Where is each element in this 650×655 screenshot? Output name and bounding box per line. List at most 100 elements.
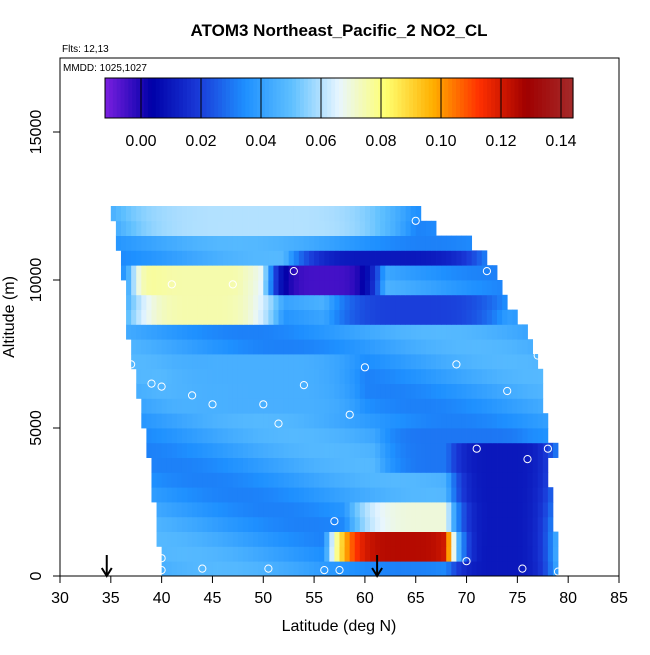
heatmap-cell (415, 442, 422, 458)
heatmap-cell (115, 206, 122, 222)
heatmap-cell (263, 442, 269, 458)
heatmap-cell (390, 531, 396, 547)
heatmap-cell (481, 309, 488, 325)
colorbar-segment (534, 78, 539, 118)
heatmap-cell (334, 250, 340, 266)
heatmap-cell (461, 309, 467, 325)
heatmap-cell (517, 472, 523, 488)
heatmap-cell (314, 324, 320, 340)
heatmap-cell (283, 220, 290, 236)
heatmap-cell (481, 265, 488, 281)
heatmap-cell (466, 472, 473, 488)
colorbar-segment (296, 78, 301, 118)
heatmap-cell (532, 531, 539, 547)
heatmap-cell (288, 368, 295, 384)
heatmap-cell (400, 265, 406, 281)
heatmap-cell (253, 546, 259, 562)
heatmap-cell (446, 502, 452, 518)
heatmap-cell (395, 398, 401, 414)
heatmap-cell (486, 309, 493, 325)
heatmap-cell (187, 250, 193, 266)
heatmap-cell (420, 294, 427, 310)
colorbar-segment (502, 78, 508, 118)
heatmap-cell (141, 324, 147, 340)
heatmap-cell (187, 442, 193, 458)
heatmap-cell (359, 265, 366, 281)
heatmap-cell (197, 398, 203, 414)
heatmap-cell (486, 531, 493, 547)
heatmap-cell (217, 398, 224, 414)
heatmap-cell (354, 309, 361, 325)
colorbar-segment (237, 78, 243, 118)
heatmap-cell (517, 354, 523, 370)
heatmap-cell (283, 502, 290, 518)
y-tick-label: 15000 (28, 110, 45, 155)
heatmap-cell (436, 472, 442, 488)
heatmap-cell (354, 516, 361, 532)
heatmap-cell (222, 561, 229, 577)
heatmap-cell (507, 324, 513, 340)
heatmap-cell (207, 383, 213, 399)
heatmap-cell (385, 472, 391, 488)
heatmap-cell (268, 516, 274, 532)
heatmap-cell (212, 339, 218, 355)
heatmap-cell (410, 324, 417, 340)
heatmap-cell (491, 309, 498, 325)
heatmap-cell (166, 294, 173, 310)
heatmap-cell (187, 280, 193, 296)
heatmap-cell (324, 339, 330, 355)
heatmap-cell (181, 309, 188, 325)
heatmap-cell (237, 235, 244, 251)
heatmap-cell (532, 472, 539, 488)
sample-point (543, 444, 553, 453)
heatmap-cell (171, 309, 178, 325)
heatmap-cell (288, 442, 295, 458)
heatmap-cell (181, 413, 188, 429)
heatmap-cell (497, 442, 503, 458)
heatmap-cell (410, 354, 417, 370)
heatmap-cell (222, 472, 229, 488)
heatmap-cell (537, 561, 544, 577)
heatmap-cell (405, 220, 412, 236)
heatmap-cell (476, 339, 483, 355)
heatmap-cell (522, 487, 528, 503)
sample-point (335, 566, 344, 575)
heatmap-cell (344, 354, 351, 370)
heatmap-cell (359, 502, 366, 518)
heatmap-cell (344, 280, 351, 296)
heatmap-cell (171, 546, 178, 562)
heatmap-cell (141, 383, 147, 399)
heatmap-cell (166, 368, 173, 384)
heatmap-cell (446, 561, 452, 577)
colorbar-tick-label: 0.10 (425, 133, 456, 150)
heatmap-cell (278, 398, 284, 414)
colorbar-segment (132, 78, 137, 118)
heatmap-cell (242, 339, 249, 355)
heatmap-cell (222, 516, 229, 532)
heatmap-cell (430, 561, 437, 577)
heatmap-cell (329, 398, 335, 414)
heatmap-cell (151, 442, 157, 458)
heatmap-cell (537, 398, 544, 414)
heatmap-cell (303, 487, 310, 503)
heatmap-cell (415, 487, 422, 503)
heatmap-cell (156, 398, 163, 414)
heatmap-cell (436, 294, 442, 310)
heatmap-cell (242, 442, 249, 458)
colorbar-segment (303, 78, 309, 118)
heatmap-cell (344, 531, 351, 547)
heatmap-cell (115, 235, 122, 251)
heatmap-cell (380, 309, 386, 325)
heatmap-cell (532, 516, 539, 532)
heatmap-cell (187, 324, 193, 340)
heatmap-cell (502, 457, 508, 473)
heatmap-cell (527, 531, 534, 547)
heatmap-cell (486, 265, 493, 281)
heatmap-cell (507, 442, 513, 458)
sample-point (167, 280, 176, 289)
heatmap-cell (486, 383, 493, 399)
heatmap-cell (156, 428, 163, 444)
heatmap-cell (461, 428, 467, 444)
heatmap-cell (527, 442, 534, 458)
heatmap-cell (237, 265, 244, 281)
